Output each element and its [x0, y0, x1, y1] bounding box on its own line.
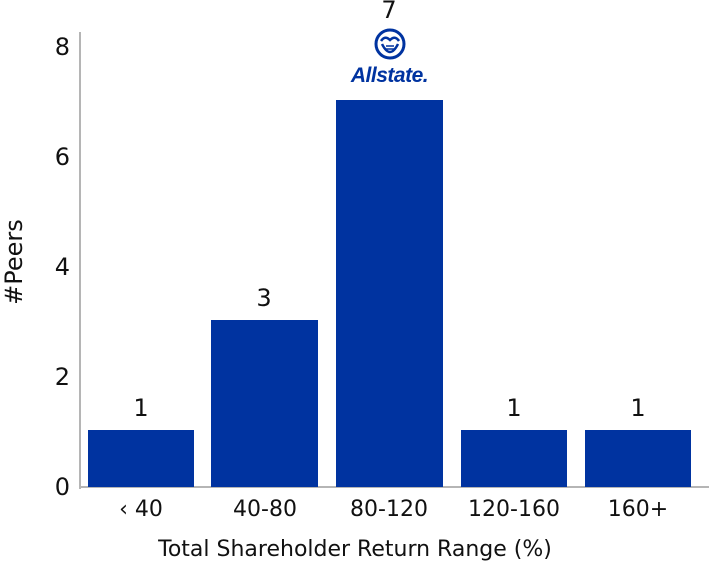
- bar-value-label: 1: [506, 394, 522, 422]
- y-tick-2: 2: [54, 363, 70, 391]
- bar-160-plus: [585, 430, 691, 487]
- x-tick-40-80: 40-80: [233, 497, 297, 522]
- bar-40-80: [211, 320, 318, 487]
- logo-text: Allstate.: [350, 64, 429, 87]
- y-tick-0: 0: [54, 473, 70, 501]
- bar-lt40: [88, 430, 194, 487]
- bar-value-label: 1: [630, 394, 646, 422]
- y-tick-4: 4: [54, 253, 70, 281]
- y-tick-6: 6: [54, 143, 70, 171]
- x-axis-title: Total Shareholder Return Range (%): [158, 537, 552, 562]
- y-axis-title: #Peers: [0, 219, 28, 305]
- y-axis-line: [79, 32, 81, 489]
- allstate-logo: Allstate.: [336, 28, 443, 90]
- hands-logo-icon: [374, 28, 406, 60]
- bar-120-160: [461, 430, 567, 487]
- y-tick-8: 8: [54, 33, 70, 61]
- bar-80-120: [336, 100, 443, 487]
- x-tick-80-120: 80-120: [350, 497, 428, 522]
- x-tick-160-plus: 160+: [607, 497, 669, 522]
- x-tick-lt40: ‹ 40: [119, 497, 163, 522]
- bar-value-label: 7: [381, 0, 397, 24]
- x-axis-line: [79, 486, 709, 488]
- bar-value-label: 3: [256, 284, 272, 312]
- bar-value-label: 1: [133, 394, 149, 422]
- x-tick-120-160: 120-160: [468, 497, 560, 522]
